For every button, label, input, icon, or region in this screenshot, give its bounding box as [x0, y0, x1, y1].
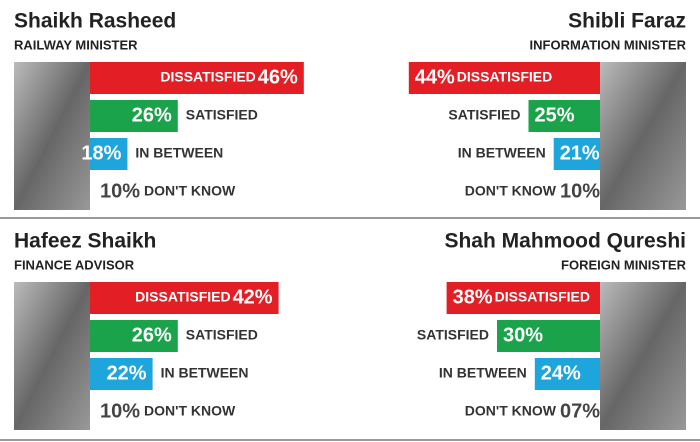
- category-label: DON'T KNOW: [465, 183, 557, 199]
- value-label: 22%: [107, 362, 147, 384]
- value-label: 44%: [415, 66, 455, 88]
- panel-title: Shaikh Rasheed: [14, 10, 176, 33]
- category-label: DON'T KNOW: [144, 403, 236, 419]
- photos: [14, 62, 686, 430]
- category-label: SATISFIED: [417, 327, 489, 343]
- photo: [600, 282, 686, 430]
- value-label: 26%: [132, 104, 172, 126]
- panel-subtitle: FOREIGN MINISTER: [561, 257, 687, 272]
- value-label: 38%: [453, 286, 493, 308]
- category-label: IN BETWEEN: [135, 145, 223, 161]
- category-label: DON'T KNOW: [144, 183, 236, 199]
- value-label: 46%: [258, 66, 298, 88]
- category-label: DISSATISFIED: [457, 69, 552, 85]
- category-label: SATISFIED: [186, 107, 258, 123]
- value-label: 10%: [100, 400, 140, 422]
- category-label: IN BETWEEN: [161, 365, 249, 381]
- value-label: 26%: [132, 324, 172, 346]
- category-label: DISSATISFIED: [135, 289, 230, 305]
- panel-title: Shibli Faraz: [568, 10, 686, 33]
- value-label: 30%: [503, 324, 543, 346]
- panel-subtitle: RAILWAY MINISTER: [14, 37, 138, 52]
- panel-title: Hafeez Shaikh: [14, 230, 156, 253]
- category-label: SATISFIED: [448, 107, 520, 123]
- panel-title: Shah Mahmood Qureshi: [444, 230, 686, 253]
- value-label: 25%: [535, 104, 575, 126]
- category-label: DISSATISFIED: [160, 69, 255, 85]
- photo: [14, 282, 90, 430]
- category-label: IN BETWEEN: [439, 365, 527, 381]
- value-label: 10%: [100, 180, 140, 202]
- value-label: 10%: [560, 180, 600, 202]
- category-label: DON'T KNOW: [465, 403, 557, 419]
- value-label: 21%: [560, 142, 600, 164]
- panel-subtitle: FINANCE ADVISOR: [14, 257, 135, 272]
- category-label: IN BETWEEN: [458, 145, 546, 161]
- value-label: 18%: [81, 142, 121, 164]
- value-label: 24%: [541, 362, 581, 384]
- panel-subtitle: INFORMATION MINISTER: [530, 37, 687, 52]
- value-label: 07%: [560, 400, 600, 422]
- category-label: DISSATISFIED: [495, 289, 590, 305]
- photo: [14, 62, 90, 210]
- photo: [600, 62, 686, 210]
- category-label: SATISFIED: [186, 327, 258, 343]
- value-label: 42%: [233, 286, 273, 308]
